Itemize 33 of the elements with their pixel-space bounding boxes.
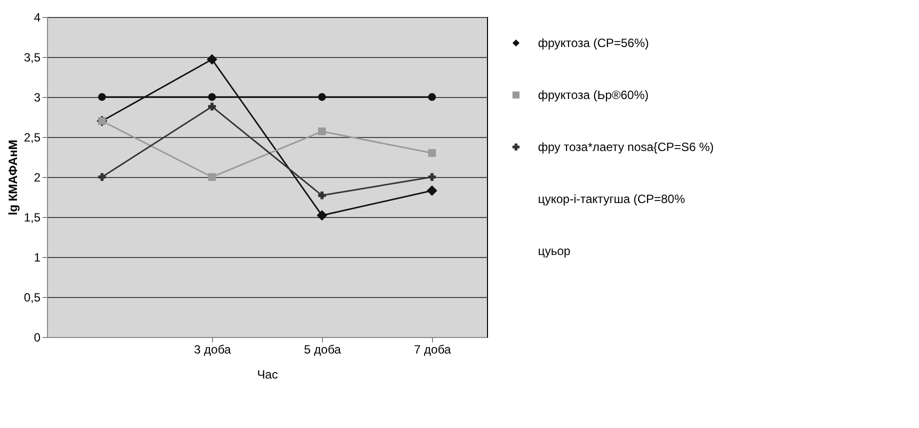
y-axis-title: lg КМАФАнМ	[6, 140, 20, 216]
legend-label: фруктоза (СР=56%)	[538, 36, 649, 50]
y-tick-label: 0,5	[24, 290, 41, 304]
x-tick-label: 7 доба	[414, 342, 452, 356]
text: цуьор	[538, 244, 571, 258]
x-tick-label: 5 доба	[304, 342, 342, 356]
y-tick-label: 2	[34, 170, 41, 184]
point	[206, 54, 218, 65]
y-tick-label: 1	[34, 250, 41, 264]
text: цукор-і-тактугша (CP=80%	[538, 192, 686, 206]
point	[426, 185, 438, 196]
point	[428, 173, 436, 181]
point	[208, 173, 216, 181]
y-tick-label: 2,5	[24, 130, 41, 144]
point	[428, 93, 436, 101]
point	[318, 128, 326, 136]
point	[208, 93, 216, 101]
y-tick-label: 3,5	[24, 50, 41, 64]
x-tick-label: 3 доба	[194, 342, 232, 356]
x-axis-title: Час	[257, 368, 278, 382]
point	[428, 149, 436, 157]
y-tick-label: 0	[34, 330, 41, 344]
y-tick-label: 1,5	[24, 210, 41, 224]
y-tick-label: 4	[34, 10, 41, 24]
point	[318, 192, 326, 200]
y-tick-label: 3	[34, 90, 41, 104]
legend-label: фруктоза (Ьр®60%)	[538, 88, 649, 102]
point	[316, 210, 328, 221]
point	[98, 173, 106, 181]
legend-label: фру тоза*лаету nosa{CP=S6 %)	[538, 140, 714, 154]
point	[98, 93, 106, 101]
point	[208, 102, 216, 110]
point	[318, 93, 326, 101]
